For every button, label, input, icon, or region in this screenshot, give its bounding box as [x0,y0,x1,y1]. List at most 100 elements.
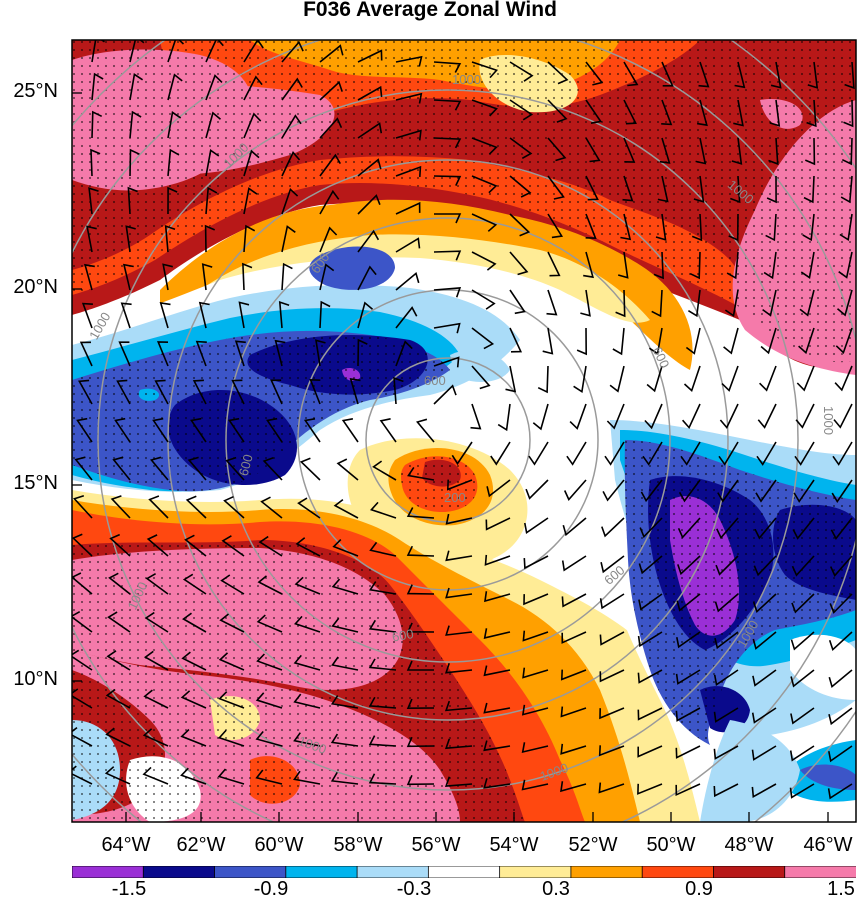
lon-label: 60°W [254,834,304,856]
colorbar-label: -0.3 [396,878,432,900]
wind-barb [167,186,178,215]
wind-barb [167,73,183,101]
wind-barb [164,224,176,253]
wind-barb [319,189,340,215]
wind-barb [623,137,636,163]
lon-label: 64°W [101,834,151,856]
wind-barb [221,535,245,557]
wind-barb [573,365,587,394]
wind-barb [223,495,245,519]
wind-barb [676,631,701,649]
wind-barb [653,251,664,280]
wind-barb [395,340,413,367]
wind-barb [547,213,564,239]
wind-barb [585,99,603,124]
wind-barb [698,61,710,88]
wind-barb [357,265,377,291]
wind-barb [78,379,93,405]
wind-barb [657,175,669,203]
wind-barb [615,289,626,318]
colorbar-swatch [285,866,358,878]
wind-barb [281,77,303,101]
wind-barb [187,456,207,481]
colorbar-label: 0.3 [542,878,570,900]
wind-barb [185,495,207,519]
wind-barb [201,263,213,291]
wind-barb [217,729,245,747]
wind-barb [599,631,625,646]
wind-barb [243,75,263,101]
wind-barb [580,289,591,317]
wind-barb [433,384,457,405]
wind-barb [752,631,777,650]
wind-barb [486,479,511,498]
wind-barb [827,783,853,800]
wind-barb [281,262,293,291]
wind-barb [293,770,321,785]
wind-barb [585,137,601,163]
map-title: F036 Average Zonal Wind [303,0,557,21]
wind-barb [601,517,625,538]
wind-barb [105,727,131,747]
wind-barb [661,61,674,87]
wind-barb [509,289,526,315]
wind-barb [357,301,374,329]
wind-barb [243,187,258,215]
wind-barb [755,479,777,503]
wind-barb [714,631,739,650]
wind-barb [395,201,421,215]
lat-label-10n: 10°N [13,668,58,690]
wind-barb [683,365,701,393]
wind-barb [242,262,253,291]
wind-barb [145,573,169,595]
wind-barb [497,403,511,432]
wind-barb [433,287,462,298]
wind-barb [562,517,587,537]
wind-barb [730,175,741,204]
wind-barb [829,555,853,577]
wind-barb [433,322,461,334]
wind-barb [756,441,777,466]
wind-barb [182,573,207,595]
wind-barb [225,456,245,481]
wind-barb [319,226,338,253]
wind-barb [844,61,855,90]
colorbar-label: -1.5 [111,878,147,900]
wind-barb [680,441,701,466]
wind-barb [560,669,587,681]
wind-barb [796,365,815,392]
wind-barb [220,574,245,595]
lon-label: 48°W [724,834,774,856]
wind-barb [90,148,101,177]
wind-barb [393,376,404,405]
wind-barb [218,691,245,709]
wind-barb [243,149,260,177]
wind-barb [218,652,245,671]
wind-barb [319,117,343,139]
wind-barb [372,460,397,481]
wind-barb [724,289,739,317]
wind-barb [281,225,296,253]
wind-barb [444,738,473,750]
wind-barb [260,496,283,519]
wind-barb [195,340,207,367]
wind-barb [332,539,359,557]
wind-barb [395,237,421,253]
wind-barb [762,289,777,317]
wind-barb [521,704,549,716]
wind-barb [471,327,495,350]
wind-barb [451,441,473,466]
wind-barb [693,175,705,203]
wind-barb [445,550,473,562]
wind-barb [125,225,136,253]
wind-barb [369,501,397,519]
colorbar-label: 0.9 [685,878,713,900]
wind-barb [807,61,819,89]
wind-barb [522,667,549,679]
wind-barb [243,224,256,253]
wind-barb [726,251,739,280]
wind-barb [74,456,93,481]
wind-barb [341,418,359,443]
wind-barb [258,535,283,557]
